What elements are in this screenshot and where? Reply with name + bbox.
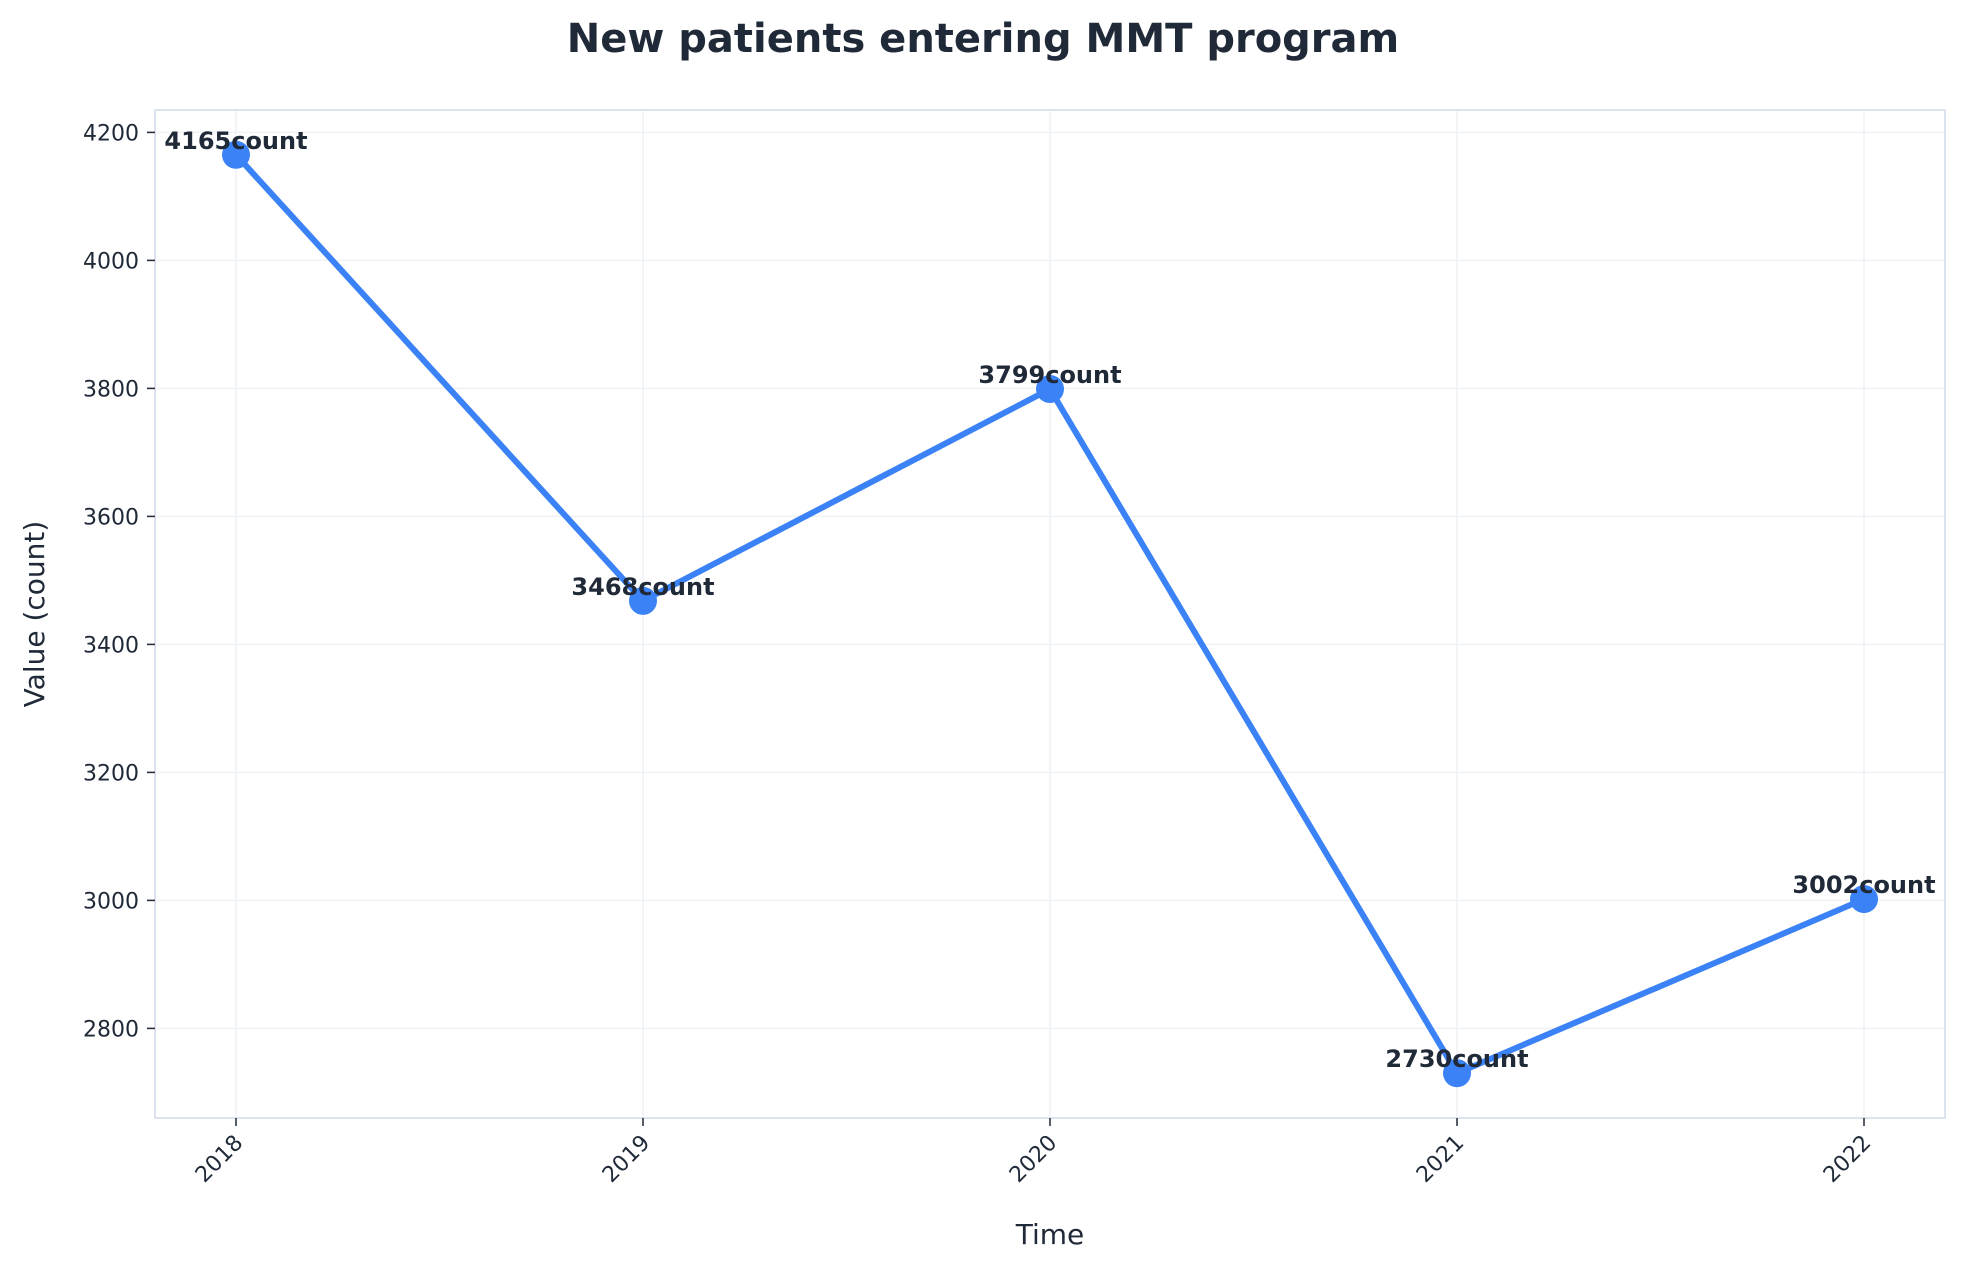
y-tick-label: 3400: [83, 633, 139, 658]
data-point: [1443, 1059, 1471, 1088]
y-tick-label: 4000: [83, 249, 139, 274]
x-tick-label: 2022: [1819, 1131, 1876, 1188]
grid: [155, 110, 1945, 1118]
y-tick-label: 3000: [83, 889, 139, 914]
data-label: 3799count: [978, 361, 1121, 389]
data-point: [1850, 885, 1878, 914]
x-tick-label: 2020: [1005, 1131, 1062, 1188]
x-axis: 2018 2019 2020 2021 2022: [191, 1118, 1876, 1188]
y-tick-label: 4200: [83, 121, 139, 146]
x-axis-label: Time: [1015, 1218, 1085, 1251]
x-tick-label: 2021: [1412, 1131, 1469, 1188]
x-tick-label: 2018: [191, 1131, 248, 1188]
data-point: [629, 586, 657, 615]
data-label: 2730count: [1385, 1045, 1528, 1073]
data-labels: 4165count 3468count 3799count 2730count 3002…: [164, 127, 1935, 1073]
y-tick-label: 2800: [83, 1017, 139, 1042]
x-tick-label: 2019: [598, 1131, 655, 1188]
y-tick-label: 3800: [83, 377, 139, 402]
y-axis: 2800 3000 3200 3400 3600 3800 4000 4200: [83, 121, 155, 1042]
y-tick-label: 3600: [83, 505, 139, 530]
y-tick-label: 3200: [83, 761, 139, 786]
series-layer: [222, 140, 1878, 1088]
data-label: 3468count: [571, 573, 714, 601]
data-point: [222, 140, 250, 169]
y-axis-label: Value (count): [18, 521, 51, 708]
data-label: 3002count: [1792, 871, 1935, 899]
chart-title: New patients entering MMT program: [567, 16, 1399, 62]
data-point: [1036, 375, 1064, 404]
data-label: 4165count: [164, 127, 307, 155]
